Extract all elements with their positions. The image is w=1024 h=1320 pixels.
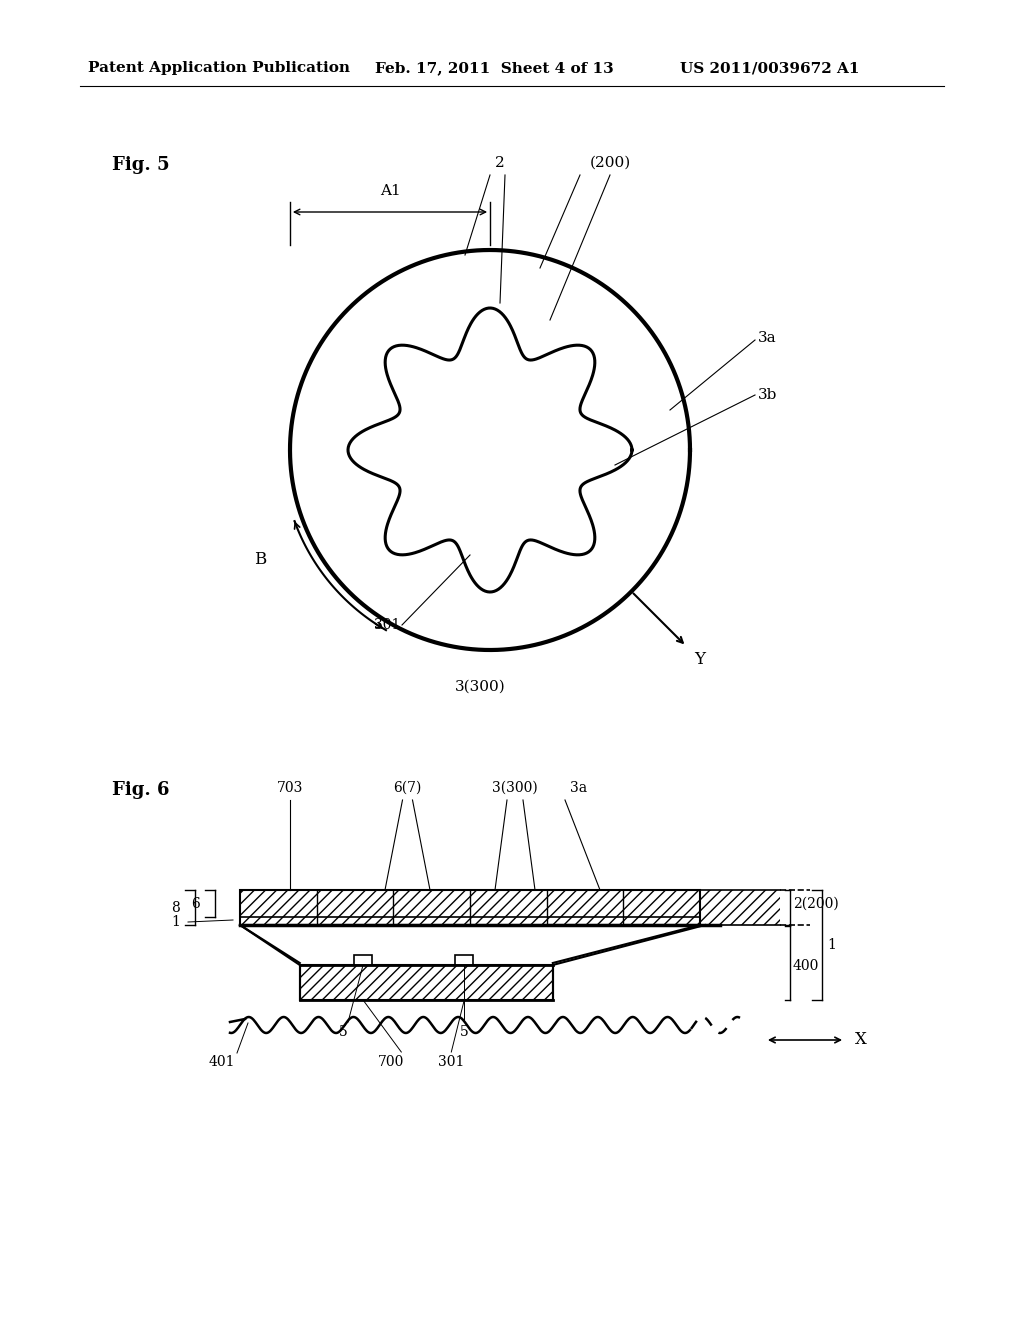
- Bar: [300, 965, 553, 1001]
- Bar: [300, 965, 553, 1001]
- Text: A1: A1: [380, 183, 400, 198]
- Text: Y: Y: [694, 652, 706, 668]
- Text: 301: 301: [374, 618, 400, 632]
- Text: 700: 700: [378, 1055, 404, 1069]
- Text: 3b: 3b: [758, 388, 777, 403]
- Text: 6(7): 6(7): [393, 781, 422, 795]
- Text: 2(200): 2(200): [793, 896, 839, 911]
- Text: 3a: 3a: [570, 781, 587, 795]
- Text: Fig. 5: Fig. 5: [112, 156, 170, 174]
- Text: Feb. 17, 2011  Sheet 4 of 13: Feb. 17, 2011 Sheet 4 of 13: [375, 61, 613, 75]
- Text: B: B: [254, 552, 266, 569]
- Text: 5: 5: [460, 1026, 469, 1039]
- Bar: [240, 890, 700, 925]
- Text: Fig. 6: Fig. 6: [112, 781, 170, 799]
- Text: 6: 6: [191, 896, 200, 911]
- Text: 3a: 3a: [758, 331, 776, 345]
- Text: 1: 1: [171, 915, 180, 929]
- Text: 2: 2: [496, 156, 505, 170]
- Text: 400: 400: [793, 960, 819, 974]
- Bar: [240, 890, 700, 925]
- Text: Patent Application Publication: Patent Application Publication: [88, 61, 350, 75]
- Text: 703: 703: [276, 781, 303, 795]
- Bar: [354, 954, 372, 965]
- Text: 401: 401: [209, 1055, 234, 1069]
- Text: 301: 301: [438, 1055, 465, 1069]
- Text: 3(300): 3(300): [493, 781, 538, 795]
- Text: 8: 8: [171, 900, 180, 915]
- Text: 3(300): 3(300): [455, 680, 506, 694]
- Text: X: X: [855, 1031, 867, 1048]
- Text: 1: 1: [827, 939, 836, 952]
- Text: US 2011/0039672 A1: US 2011/0039672 A1: [680, 61, 859, 75]
- Text: (200): (200): [590, 156, 631, 170]
- Text: 5: 5: [339, 1026, 347, 1039]
- Bar: [456, 954, 473, 965]
